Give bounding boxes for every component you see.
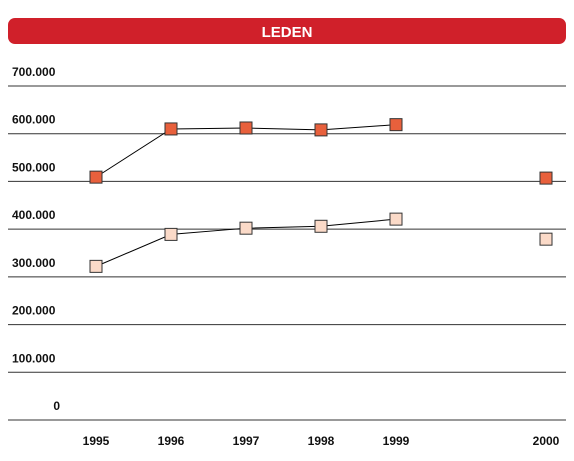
data-point	[89, 259, 103, 273]
x-tick-label: 1999	[383, 434, 410, 448]
y-tick-label: 200.000	[12, 304, 56, 318]
x-tick-label: 1998	[308, 434, 335, 448]
chart-title: LEDEN	[262, 24, 313, 41]
y-tick-label: 300.000	[12, 256, 56, 270]
y-tick-label: 100.000	[12, 351, 56, 365]
data-point	[389, 212, 403, 226]
data-point	[239, 121, 253, 135]
data-point	[539, 171, 553, 185]
y-tick-label: 0	[53, 399, 60, 413]
data-point	[539, 232, 553, 246]
data-point	[314, 123, 328, 137]
x-tick-label: 2000	[533, 434, 560, 448]
data-point	[164, 227, 178, 241]
y-tick-label: 700.000	[12, 65, 56, 79]
x-tick-label: 1995	[83, 434, 110, 448]
y-tick-label: 600.000	[12, 113, 56, 127]
x-tick-label: 1997	[233, 434, 260, 448]
title-bar	[8, 18, 566, 44]
data-point	[164, 122, 178, 136]
data-point	[89, 170, 103, 184]
data-point	[314, 219, 328, 233]
x-tick-label: 1996	[158, 434, 185, 448]
y-tick-label: 400.000	[12, 208, 56, 222]
data-point	[239, 221, 253, 235]
y-tick-label: 500.000	[12, 160, 56, 174]
data-point	[389, 118, 403, 132]
